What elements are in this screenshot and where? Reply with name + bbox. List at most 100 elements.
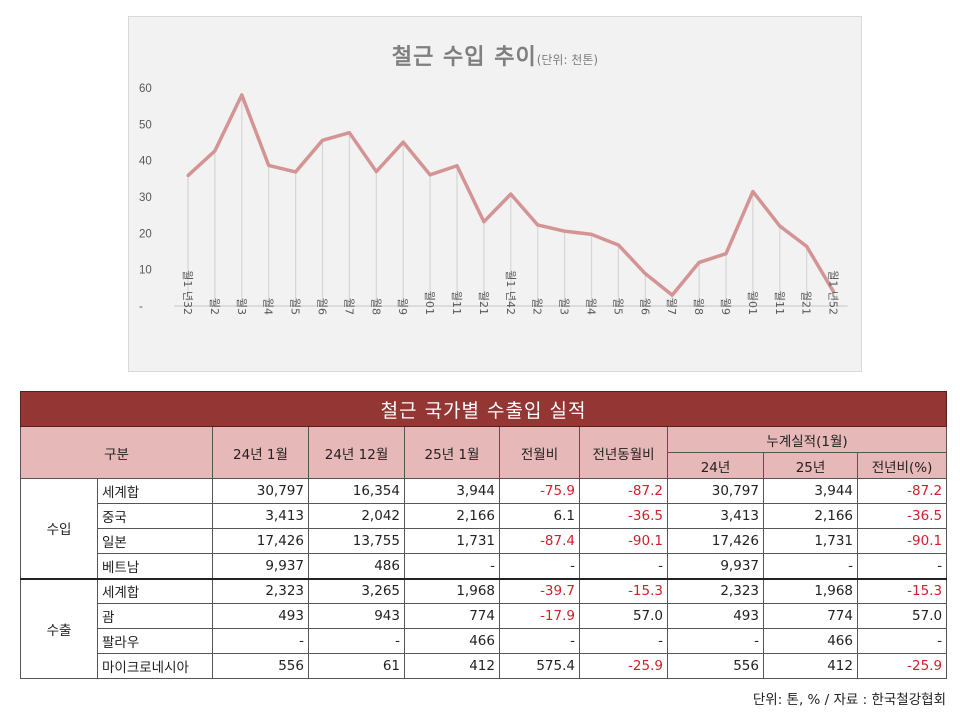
value-cell: 3,944	[404, 478, 500, 504]
data-point	[832, 290, 836, 294]
header-cum-yoy: 전년비(%)	[856, 452, 948, 479]
x-tick-label: 9월	[719, 298, 732, 315]
country-name: 팔라우	[97, 628, 213, 654]
value-cell: 3,413	[667, 503, 764, 529]
data-point	[321, 138, 324, 142]
data-point	[509, 192, 513, 196]
value-cell: 61	[308, 653, 405, 679]
x-tick-label: 2월	[208, 298, 221, 315]
x-tick-label: 8월	[369, 298, 382, 315]
x-tick-label: 12월	[800, 291, 813, 315]
x-tick-label: 11월	[773, 291, 786, 315]
y-tick-label: 30	[139, 192, 152, 204]
value-cell: -15.3	[856, 577, 948, 604]
x-tick-label: 10월	[423, 291, 436, 315]
value-cell: -	[579, 553, 668, 579]
value-cell: 2,323	[212, 577, 309, 604]
x-tick-label: 3월	[558, 298, 571, 315]
x-tick-label: 23년 1월	[181, 270, 194, 315]
value-cell: 412	[404, 653, 500, 679]
country-trade-table: 철근 국가별 수출입 실적 구분 24년 1월 24년 12월 25년 1월 전…	[19, 391, 948, 679]
data-point	[267, 163, 271, 167]
header-cum-25: 25년	[763, 452, 858, 479]
chart-title-main: 철근 수입 추이	[391, 45, 537, 70]
x-tick-label: 12월	[477, 291, 490, 315]
value-cell: -	[667, 628, 764, 654]
data-point	[536, 223, 540, 227]
value-cell: 1,731	[404, 528, 500, 554]
header-yoy: 전년동월비	[579, 426, 668, 479]
header-cumulative: 누계실적(1월)	[666, 426, 948, 453]
value-cell: 466	[763, 628, 858, 654]
import-trend-chart: 철근 수입 추이(단위: 천톤) - 10 20 30 40 50 60 23년 1월 2월 3월…	[128, 16, 862, 372]
table-row: 중국 3,413 2,042 2,166 6.1 -36.5 3,413 2,166 -36.5	[21, 503, 948, 529]
country-name: 일본	[97, 528, 213, 554]
value-cell: 3,265	[308, 577, 405, 604]
value-cell: 556	[667, 653, 764, 679]
value-cell: -87.2	[579, 478, 668, 504]
table-row: 수입 세계합 30,797 16,354 3,944 -75.9 -87.2 30,797 3,…	[20, 478, 948, 579]
data-point	[778, 224, 782, 228]
data-point	[724, 252, 728, 256]
value-cell: 2,166	[404, 503, 500, 529]
value-cell: 6.1	[499, 503, 580, 529]
value-cell: -25.9	[579, 653, 668, 679]
x-tick-label: 24년 1월	[504, 270, 517, 315]
table-row: 일본 17,426 13,755 1,731 -87.4 -90.1 17,426 1,731…	[21, 528, 948, 554]
data-point	[455, 164, 459, 168]
chart-unit-label: (단위: 천톤)	[536, 53, 599, 67]
header-25-jan: 25년 1월	[404, 426, 500, 479]
value-cell: -	[308, 628, 405, 654]
value-cell: -39.7	[499, 577, 580, 604]
value-cell: 2,042	[308, 503, 405, 529]
value-cell: 1,968	[763, 577, 858, 604]
y-tick-label: 10	[139, 265, 152, 277]
chart-title: 철근 수입 추이(단위: 천톤)	[129, 39, 861, 71]
table-title: 철근 국가별 수출입 실적	[19, 391, 948, 427]
value-cell: -	[579, 628, 668, 654]
x-tick-label: 10월	[746, 291, 759, 315]
x-tick-label: 6월	[638, 298, 651, 315]
x-tick-label: 4월	[262, 298, 275, 315]
country-name: 괌	[97, 603, 213, 629]
value-cell: -15.3	[579, 577, 668, 604]
value-cell: -25.9	[856, 653, 948, 679]
value-cell: 3,944	[763, 478, 858, 504]
value-cell: 57.0	[579, 603, 668, 629]
y-tick-label: 50	[139, 119, 152, 131]
data-point	[616, 243, 620, 247]
x-tick-label: 2월	[531, 298, 544, 315]
y-tick-label: 40	[139, 156, 152, 168]
x-tick-label: 7월	[342, 298, 355, 315]
x-tick-label: 8월	[692, 298, 705, 315]
data-point	[213, 149, 217, 153]
country-name: 베트남	[97, 553, 213, 579]
value-cell: 9,937	[667, 553, 764, 579]
value-cell: -90.1	[579, 528, 668, 554]
table-row: 베트남 9,937 486- - -9,937- -	[21, 553, 948, 579]
data-point	[186, 174, 190, 178]
data-point	[670, 293, 674, 297]
country-trade-table-container: 철근 국가별 수출입 실적 구분 24년 1월 24년 12월 25년 1월 전…	[19, 391, 948, 679]
value-cell: 493	[212, 603, 309, 629]
value-cell: -	[212, 628, 309, 654]
y-tick-label: 20	[139, 228, 152, 240]
header-mom: 전월비	[499, 426, 580, 479]
data-point	[805, 244, 809, 248]
value-cell: 774	[404, 603, 500, 629]
value-cell: 17,426	[212, 528, 309, 554]
data-point	[374, 170, 378, 174]
value-cell: -	[404, 553, 500, 579]
x-tick-label: 7월	[665, 298, 678, 315]
value-cell: 412	[763, 653, 858, 679]
value-cell: -	[763, 553, 858, 579]
y-tick-label: 60	[139, 83, 152, 95]
y-tick-label: -	[139, 301, 143, 313]
value-cell: 1,731	[763, 528, 858, 554]
value-cell: -	[856, 553, 948, 579]
x-tick-label: 25년 1월	[827, 270, 840, 315]
header-cum-24: 24년	[667, 452, 764, 479]
value-cell: 57.0	[856, 603, 948, 629]
value-cell: -	[856, 628, 948, 654]
value-cell: 774	[763, 603, 858, 629]
